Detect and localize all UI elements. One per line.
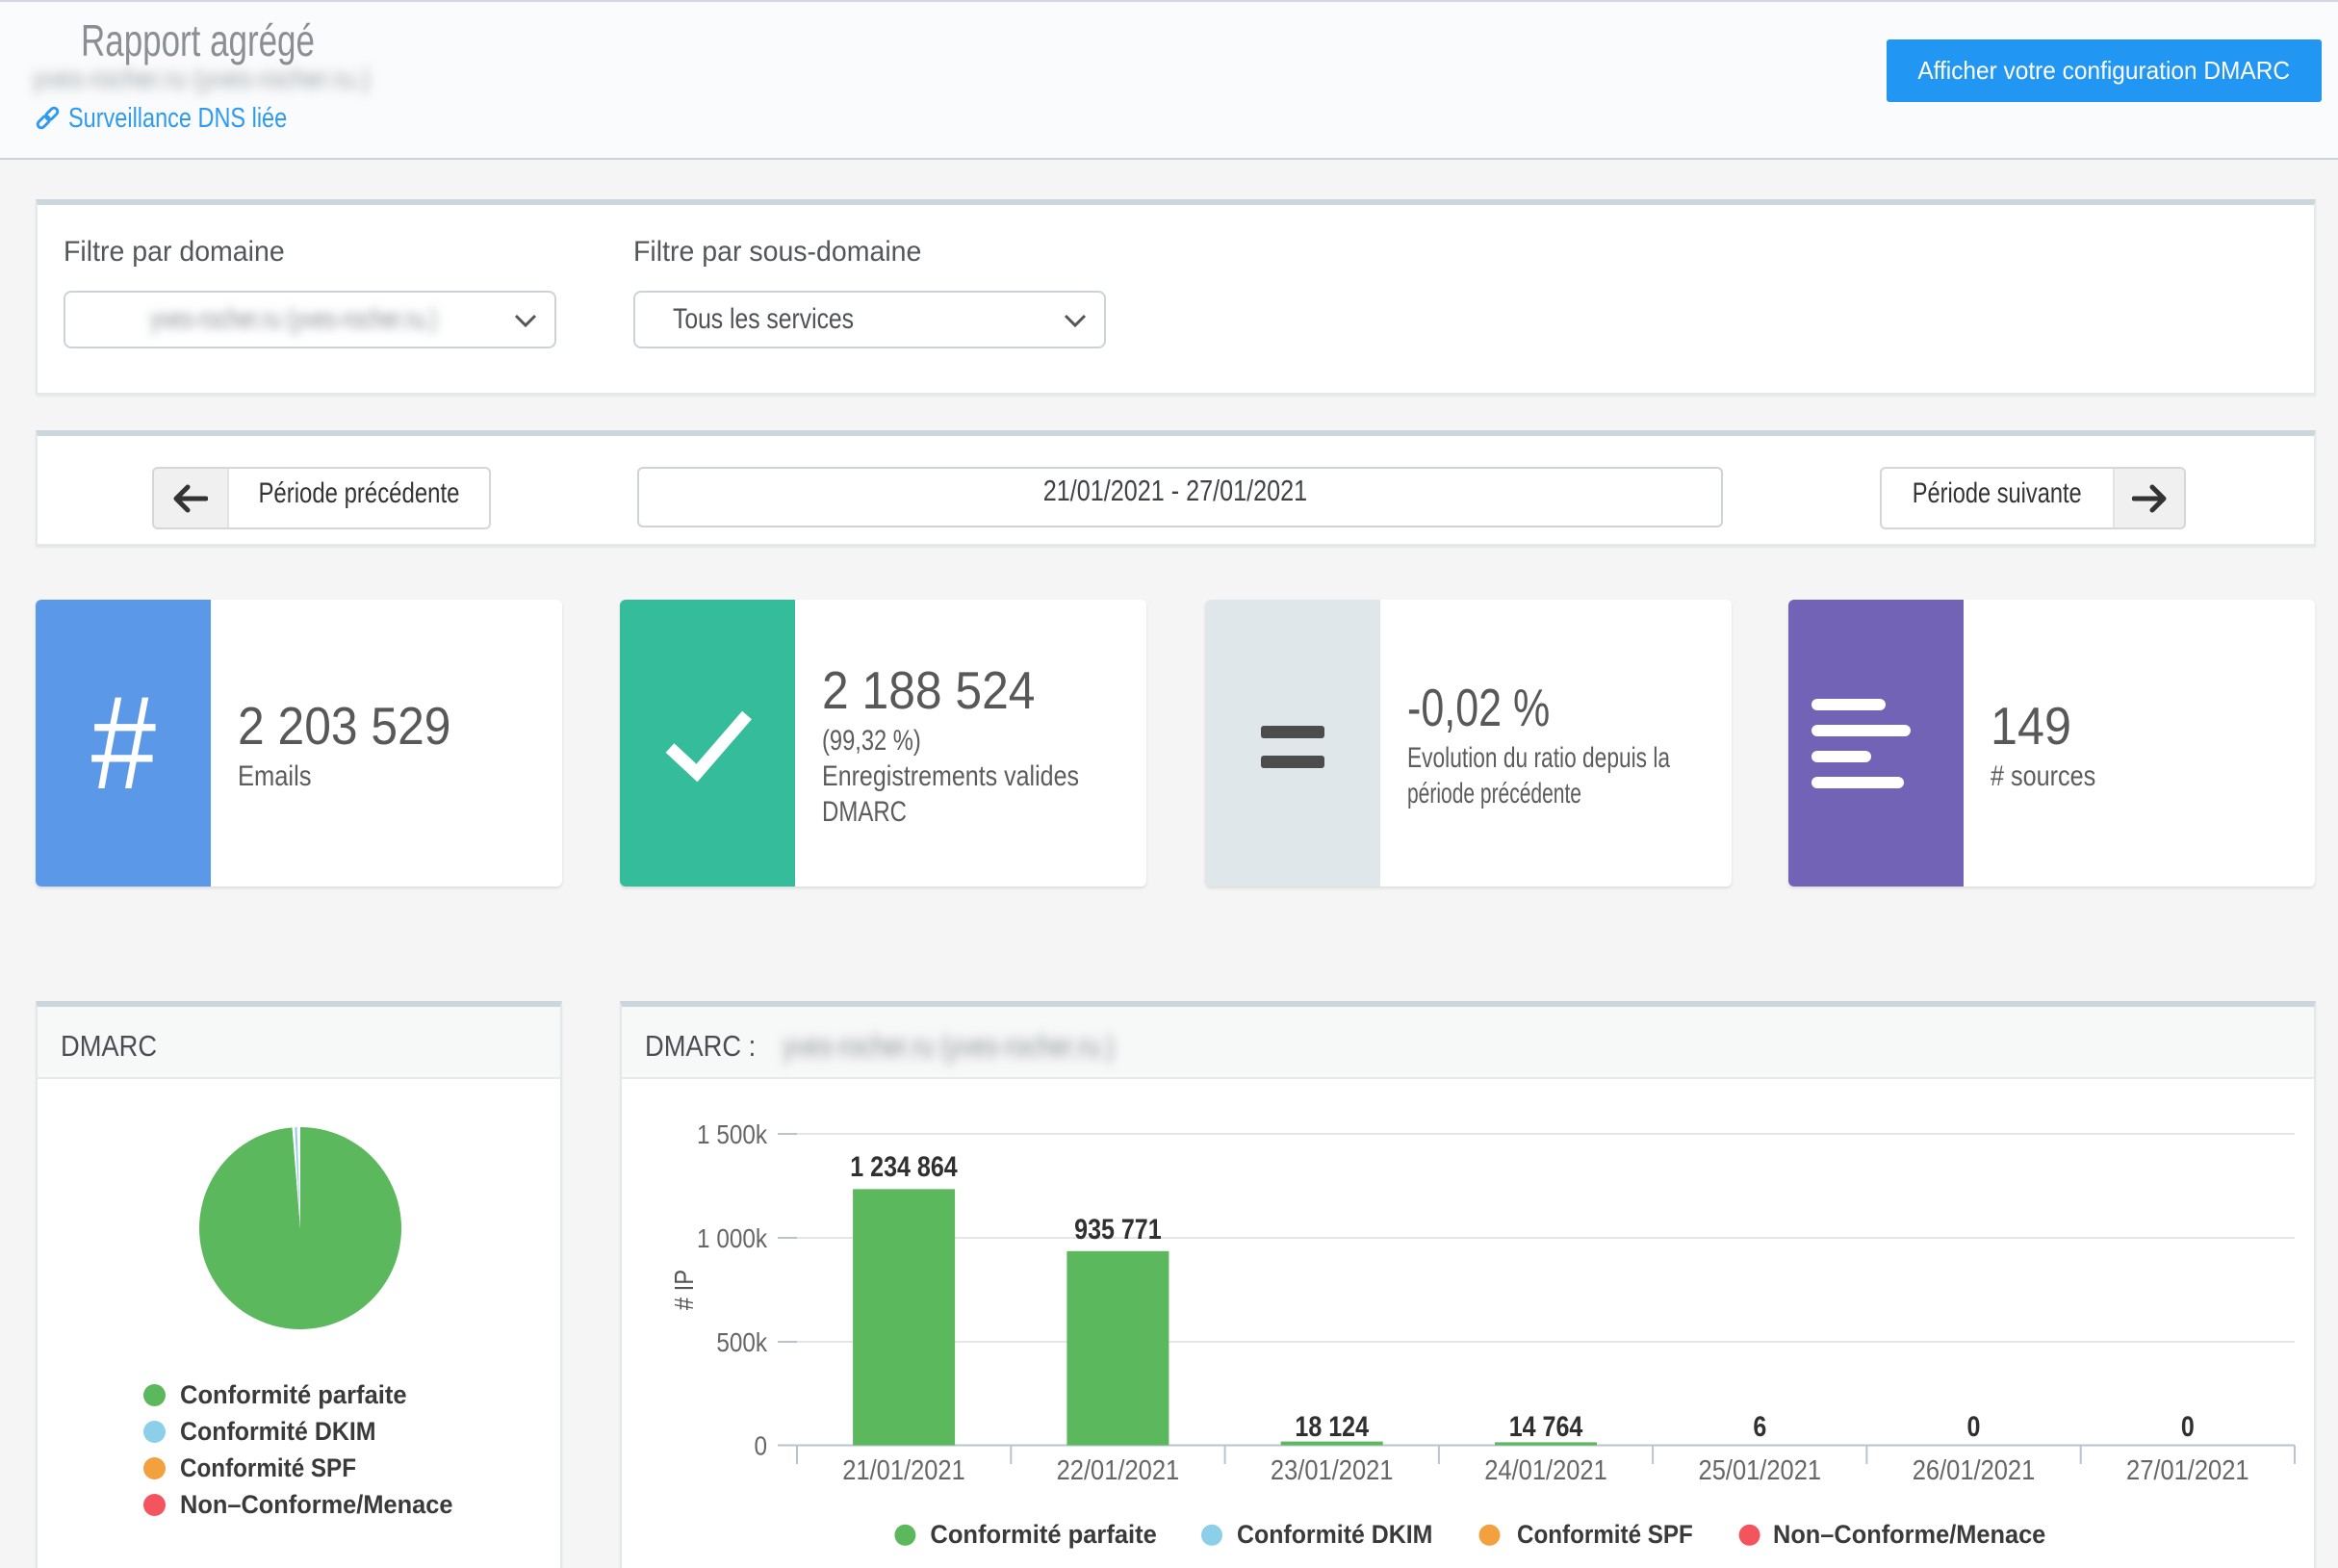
svg-text:14 764: 14 764 (1509, 1410, 1583, 1443)
svg-text:18 124: 18 124 (1295, 1410, 1369, 1443)
svg-text:23/01/2021: 23/01/2021 (1271, 1453, 1394, 1485)
svg-text:0: 0 (754, 1430, 767, 1461)
svg-text:24/01/2021: 24/01/2021 (1484, 1453, 1607, 1485)
svg-text:1 500k: 1 500k (697, 1118, 768, 1149)
svg-text:1 000k: 1 000k (697, 1222, 768, 1253)
svg-text:Conformité parfaite: Conformité parfaite (930, 1519, 1156, 1549)
svg-text:1 234 864: 1 234 864 (850, 1150, 958, 1183)
svg-text:26/01/2021: 26/01/2021 (1913, 1453, 2036, 1485)
svg-text:935 771: 935 771 (1074, 1213, 1162, 1246)
svg-text:0: 0 (2181, 1410, 2195, 1443)
svg-text:Non–Conforme/Menace: Non–Conforme/Menace (1773, 1519, 2045, 1549)
svg-text:25/01/2021: 25/01/2021 (1699, 1453, 1822, 1485)
svg-text:22/01/2021: 22/01/2021 (1057, 1453, 1180, 1485)
svg-text:# IP: # IP (668, 1270, 699, 1310)
svg-text:0: 0 (1967, 1410, 1981, 1443)
svg-text:Conformité DKIM: Conformité DKIM (1237, 1519, 1432, 1549)
svg-text:500k: 500k (716, 1326, 768, 1357)
svg-text:6: 6 (1753, 1410, 1766, 1443)
svg-text:Conformité SPF: Conformité SPF (1517, 1521, 1693, 1549)
svg-text:27/01/2021: 27/01/2021 (2126, 1453, 2249, 1485)
svg-text:21/01/2021: 21/01/2021 (842, 1453, 965, 1485)
